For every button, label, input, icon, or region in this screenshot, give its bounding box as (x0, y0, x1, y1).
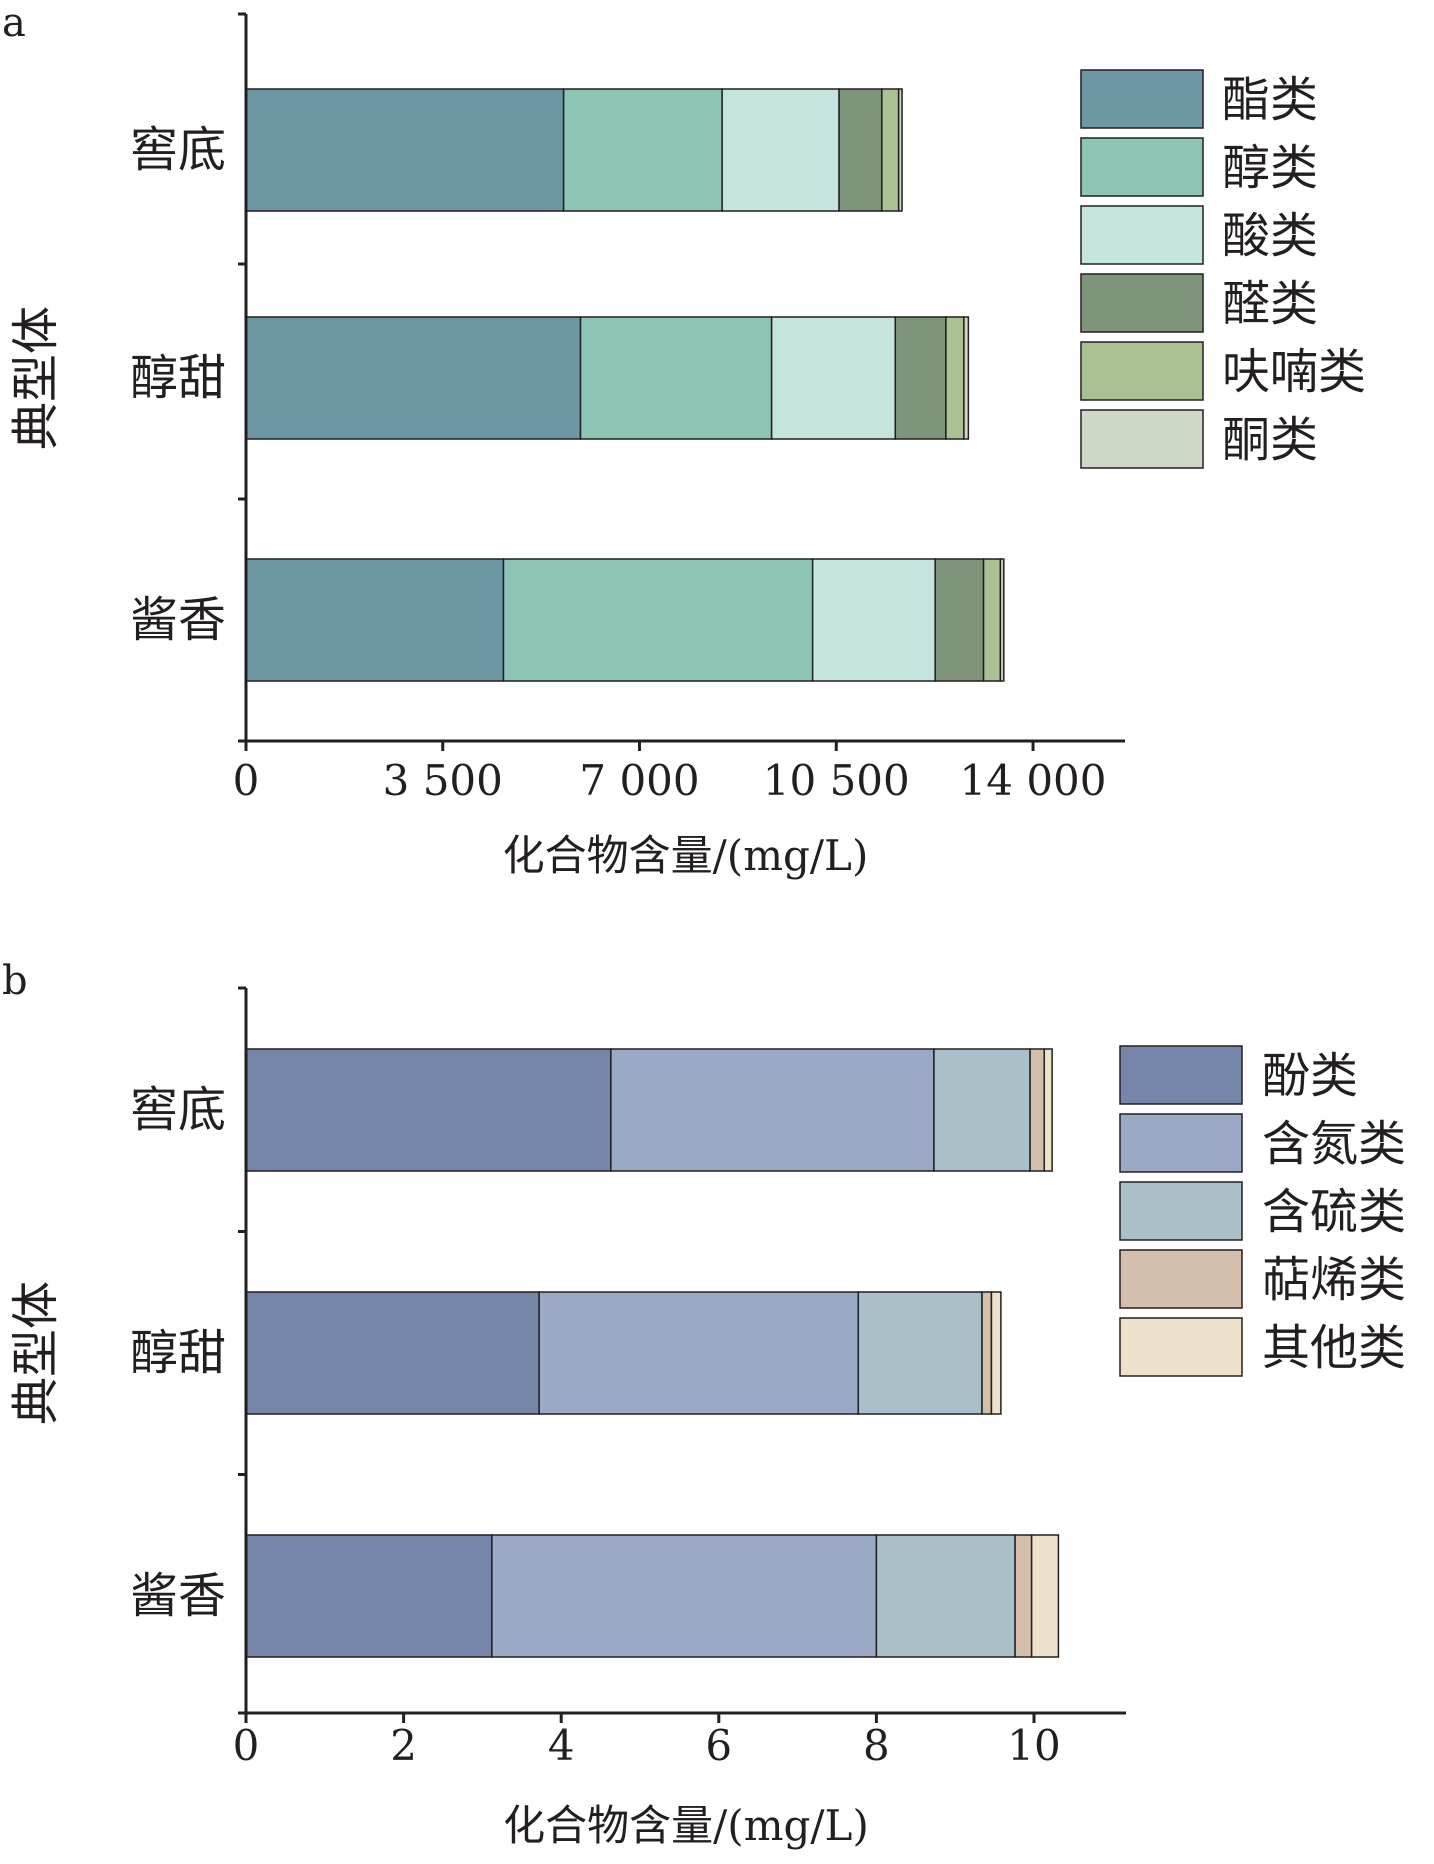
legend-label: 呋喃类 (1222, 344, 1366, 400)
legend-swatch-酚类 (1119, 1045, 1243, 1105)
legend-swatch-酸类 (1080, 205, 1204, 265)
x-axis-label: 化合物含量/(mg/L) (503, 1801, 869, 1850)
legend-swatch-呋喃类 (1080, 341, 1204, 401)
bar-segment-酱香-呋喃类 (982, 558, 1002, 682)
category-label: 酱香 (130, 592, 226, 648)
category-label: 醇甜 (130, 350, 226, 406)
category-label: 醇甜 (130, 1325, 226, 1381)
legend-label: 其他类 (1262, 1320, 1406, 1376)
bar-segment-窖底-酸类 (721, 88, 840, 212)
x-axis-label: 化合物含量/(mg/L) (503, 831, 869, 880)
x-tick-label: 6 (705, 1721, 732, 1770)
legend-label: 酚类 (1262, 1048, 1358, 1104)
y-axis-label: 典型体 (8, 1281, 64, 1425)
legend-label: 醛类 (1222, 276, 1318, 332)
bar-segment-醇甜-醛类 (894, 316, 947, 440)
bar-segment-酱香-含硫类 (875, 1534, 1016, 1658)
bar-segment-酱香-醛类 (934, 558, 985, 682)
bar-segment-酱香-酸类 (811, 558, 936, 682)
bar-segment-酱香-酮类 (999, 558, 1005, 682)
bar-segment-窖底-含硫类 (933, 1048, 1031, 1172)
legend-swatch-酯类 (1080, 69, 1204, 129)
bar-segment-酱香-萜烯类 (1014, 1534, 1033, 1658)
x-tick-label: 0 (233, 1721, 260, 1770)
category-label: 窖底 (130, 122, 226, 178)
bar-segment-窖底-呋喃类 (881, 88, 900, 212)
bar-segment-酱香-其他类 (1030, 1534, 1060, 1658)
panel-letter: a (2, 0, 26, 46)
bar-segment-醇甜-呋喃类 (945, 316, 965, 440)
y-axis-label: 典型体 (8, 306, 64, 450)
legend-label: 萜烯类 (1262, 1252, 1406, 1308)
x-tick-label: 7 000 (579, 756, 699, 805)
bar-segment-醇甜-醇类 (579, 316, 773, 440)
x-tick-label: 10 (1007, 1721, 1060, 1770)
x-tick-label: 10 500 (763, 756, 910, 805)
legend-swatch-酮类 (1080, 409, 1204, 469)
bar-segment-醇甜-酚类 (245, 1291, 540, 1415)
bar-segment-酱香-醇类 (502, 558, 814, 682)
legend-swatch-醛类 (1080, 273, 1204, 333)
legend-swatch-醇类 (1080, 137, 1204, 197)
bar-segment-窖底-醇类 (562, 88, 723, 212)
x-tick-label: 8 (863, 1721, 890, 1770)
legend-swatch-萜烯类 (1119, 1249, 1243, 1309)
bar-segment-窖底-醛类 (838, 88, 883, 212)
bar-segment-醇甜-含氮类 (538, 1291, 860, 1415)
legend-swatch-其他类 (1119, 1317, 1243, 1377)
bar-segment-窖底-萜烯类 (1029, 1048, 1045, 1172)
x-tick-label: 14 000 (960, 756, 1107, 805)
bar-segment-醇甜-酸类 (770, 316, 897, 440)
bar-segment-窖底-酯类 (245, 88, 565, 212)
legend-label: 酸类 (1222, 208, 1318, 264)
bar-segment-窖底-其他类 (1043, 1048, 1053, 1172)
legend-label: 醇类 (1222, 140, 1318, 196)
x-tick-label: 3 500 (383, 756, 503, 805)
x-tick-label: 4 (548, 1721, 575, 1770)
bar-segment-窖底-酮类 (897, 88, 903, 212)
bar-segment-醇甜-萜烯类 (981, 1291, 993, 1415)
bar-segment-窖底-含氮类 (610, 1048, 935, 1172)
category-label: 窖底 (130, 1082, 226, 1138)
legend-label: 酯类 (1222, 72, 1318, 128)
legend-label: 酮类 (1222, 412, 1318, 468)
bar-segment-醇甜-含硫类 (857, 1291, 983, 1415)
x-tick-label: 0 (233, 756, 260, 805)
bar-segment-酱香-酚类 (245, 1534, 493, 1658)
bar-segment-醇甜-其他类 (990, 1291, 1002, 1415)
category-label: 酱香 (130, 1568, 226, 1624)
legend-swatch-含氮类 (1119, 1113, 1243, 1173)
x-tick-label: 2 (390, 1721, 417, 1770)
bar-segment-醇甜-酯类 (245, 316, 582, 440)
bar-segment-醇甜-酮类 (963, 316, 970, 440)
bar-segment-酱香-酯类 (245, 558, 505, 682)
panel-letter: b (2, 958, 28, 1004)
bar-segment-酱香-含氮类 (491, 1534, 878, 1658)
legend-label: 含硫类 (1262, 1184, 1406, 1240)
legend-label: 含氮类 (1262, 1116, 1406, 1172)
legend-swatch-含硫类 (1119, 1181, 1243, 1241)
bar-segment-窖底-酚类 (245, 1048, 612, 1172)
